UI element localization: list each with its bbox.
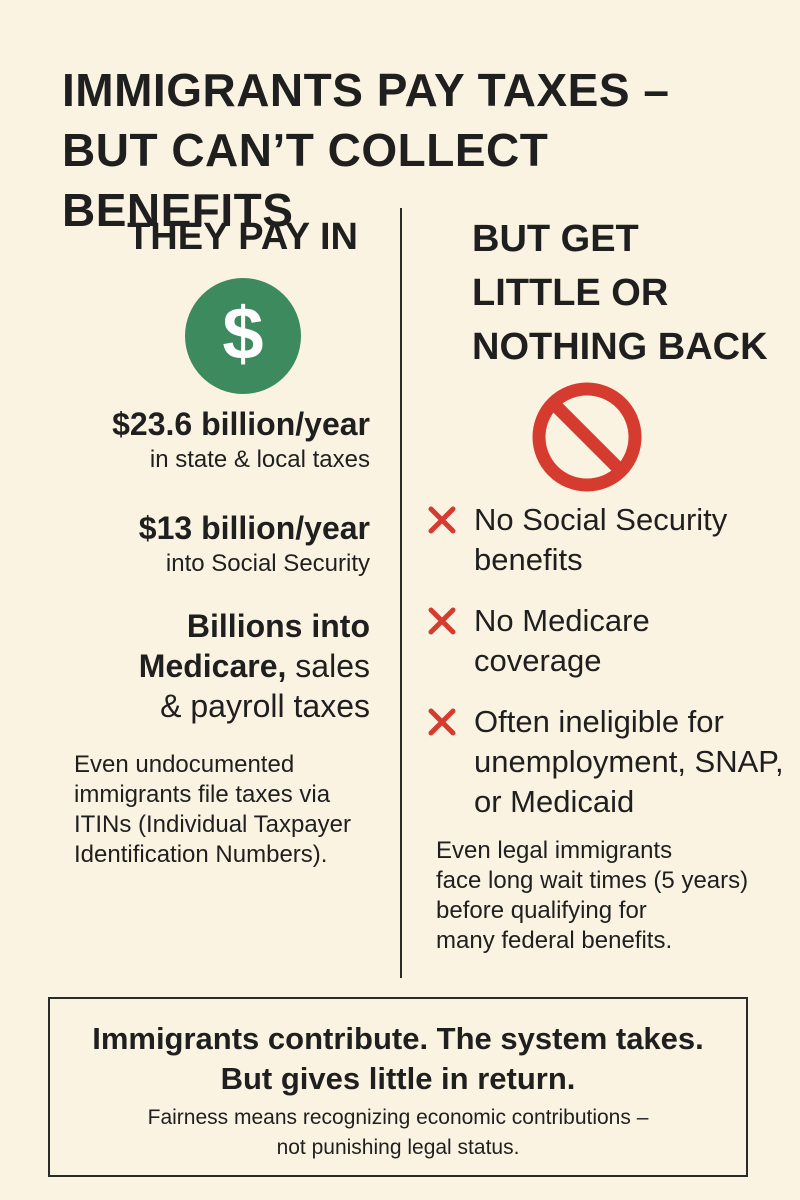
benefit-text: No Medicare coverage <box>474 601 796 681</box>
right-note: Even legal immigrants face long wait tim… <box>436 836 796 956</box>
page-title: IMMIGRANTS PAY TAXES – BUT CAN’T COLLECT… <box>62 60 762 240</box>
stat-value: $13 billion/year <box>138 510 370 546</box>
summary-headline: Immigrants contribute. The system takes.… <box>50 1019 746 1099</box>
column-divider <box>400 208 402 978</box>
title-line-2: BUT CAN’T COLLECT BENEFITS <box>62 124 549 236</box>
summary-subtext-line: not punishing legal status. <box>276 1136 520 1159</box>
dollar-glyph: $ <box>222 292 264 375</box>
left-heading: THEY PAY IN <box>127 216 358 258</box>
summary-headline-line: Immigrants contribute. The system takes. <box>92 1021 704 1056</box>
right-heading-line: NOTHING BACK <box>472 326 768 368</box>
benefit-line: No Social Security <box>474 502 728 537</box>
stat-social-security: $13 billion/year into Social Security <box>139 508 370 580</box>
list-item: No Social Security benefits <box>426 500 796 580</box>
right-heading: BUT GET LITTLE OR NOTHING BACK <box>472 212 792 374</box>
stat3-medicare: Medicare, <box>138 648 287 684</box>
stat3-line-3: & payroll taxes <box>160 688 370 724</box>
left-note-line: Even undocumented <box>74 751 295 778</box>
right-heading-line: BUT GET <box>472 218 639 260</box>
summary-subtext-line: Fairness means recognizing economic cont… <box>147 1106 649 1129</box>
stat3-sales: sales <box>286 648 370 684</box>
right-note-line: many federal benefits. <box>436 927 673 954</box>
stat-value: $23.6 billion/year <box>112 406 370 442</box>
stat3-line-1-text: Billions into <box>186 608 370 644</box>
red-x-icon <box>428 506 456 534</box>
benefit-line: No Medicare <box>474 603 650 638</box>
red-x-icon <box>428 607 456 635</box>
dollar-icon: $ <box>185 278 301 394</box>
list-item: Often ineligible for unemployment, SNAP,… <box>426 702 796 822</box>
benefits-list: No Social Security benefits No Medicare … <box>426 500 796 843</box>
summary-box: Immigrants contribute. The system takes.… <box>48 997 748 1177</box>
stat-medicare-sales-payroll: Billions into Medicare, sales & payroll … <box>139 606 370 726</box>
right-note-line: before qualifying for <box>436 897 647 924</box>
benefit-line: or Medicaid <box>474 784 635 819</box>
benefit-line: coverage <box>474 643 602 678</box>
right-heading-line: LITTLE OR <box>472 272 669 314</box>
title-line-1: IMMIGRANTS PAY TAXES – <box>62 64 670 116</box>
prohibited-icon <box>532 382 642 492</box>
stat-state-local-taxes: $23.6 billion/year in state & local taxe… <box>112 404 370 476</box>
left-note-line: immigrants file taxes via <box>74 781 331 808</box>
benefit-line: Often ineligible for <box>474 704 724 739</box>
red-x-icon <box>428 708 456 736</box>
stat-caption: into Social Security <box>165 550 370 577</box>
benefit-line: benefits <box>474 542 583 577</box>
benefit-line: unemployment, SNAP, <box>474 744 784 779</box>
left-note: Even undocumented immigrants file taxes … <box>74 750 392 870</box>
benefit-text: No Social Security benefits <box>474 500 796 580</box>
right-note-line: Even legal immigrants <box>436 837 673 864</box>
right-note-line: face long wait times (5 years) <box>436 867 749 894</box>
left-note-line: ITINs (Individual Taxpayer <box>74 811 352 838</box>
summary-headline-line: But gives little in return. <box>220 1061 576 1096</box>
left-note-line: Identification Numbers). <box>74 841 328 868</box>
stat3-line-1: Billions into <box>139 606 370 646</box>
benefit-text: Often ineligible for unemployment, SNAP,… <box>474 702 796 822</box>
stat-caption: in state & local taxes <box>149 446 370 473</box>
summary-subtext: Fairness means recognizing economic cont… <box>50 1103 746 1163</box>
stat3-line-2: Medicare, sales <box>139 646 370 686</box>
list-item: No Medicare coverage <box>426 601 796 681</box>
